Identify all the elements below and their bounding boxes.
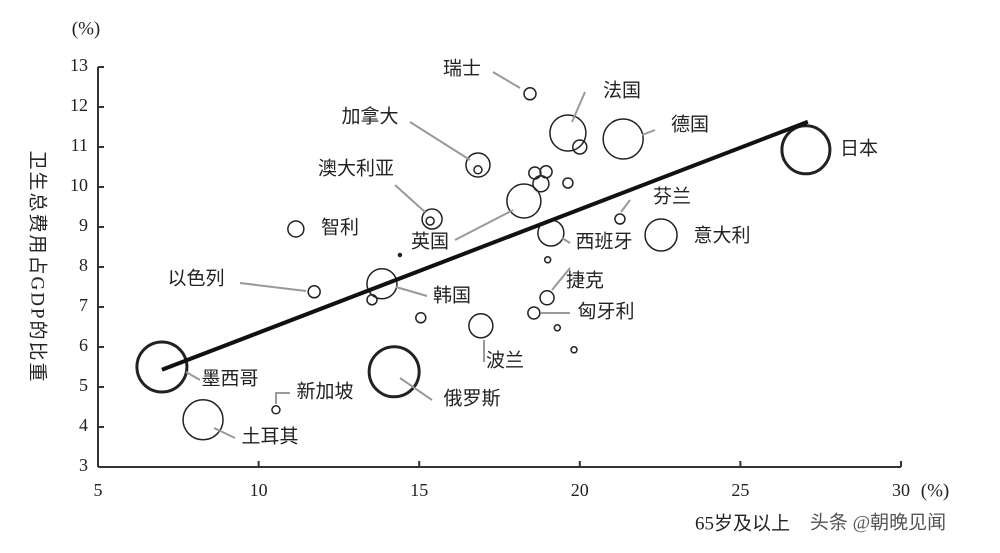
bubble: [473, 165, 483, 175]
bubble: [366, 268, 398, 300]
x-tick-label: 25: [731, 480, 749, 500]
leader-line: [275, 392, 290, 404]
watermark: 头条 @朝晚见闻: [810, 511, 946, 533]
bubble: [562, 177, 574, 189]
y-unit: (%): [72, 18, 100, 39]
x-axis-label: 65岁及以上: [695, 512, 790, 534]
bubble: [425, 216, 435, 226]
point-label: 俄罗斯: [443, 387, 500, 409]
bubble: [614, 213, 626, 225]
leader-line: [409, 121, 471, 161]
leader-line: [185, 371, 201, 381]
y-tick-label: 12: [70, 95, 88, 115]
y-tick-label: 11: [71, 135, 88, 155]
leader-line: [399, 377, 433, 401]
bubble: [553, 324, 562, 332]
bubble: [506, 183, 542, 219]
trend-line: [161, 119, 809, 372]
bubble: [182, 399, 224, 441]
bubble: [572, 139, 588, 155]
y-tick-label: 7: [79, 295, 88, 315]
point-label: 德国: [671, 113, 709, 135]
point-label: 新加坡: [296, 380, 353, 402]
point-label: 匈牙利: [577, 300, 634, 322]
bubble: [602, 118, 644, 160]
x-tick-label: 20: [571, 480, 589, 500]
bubble: [287, 220, 305, 238]
leader-line: [620, 199, 631, 213]
bubble: [135, 340, 189, 394]
point-label: 土耳其: [241, 425, 298, 447]
leader-line: [395, 286, 428, 297]
point-label: 西班牙: [575, 230, 632, 252]
bubble: [532, 175, 550, 193]
bubble: [421, 208, 443, 230]
bubble: [465, 152, 491, 178]
point-label: 捷克: [566, 269, 604, 291]
point-label: 以色列: [167, 267, 224, 289]
point-label: 意大利: [693, 224, 750, 246]
y-tick-label: 10: [70, 175, 88, 195]
bubble: [468, 313, 494, 339]
leader-line: [641, 129, 656, 136]
bubble: [644, 218, 678, 252]
bubble: [570, 346, 578, 354]
leader-line: [239, 282, 307, 292]
y-tick-label: 4: [79, 415, 88, 435]
bubble: [367, 345, 421, 399]
point-label: 英国: [411, 230, 449, 252]
bubble: [415, 312, 427, 324]
y-tick-label: 9: [79, 215, 88, 235]
x-tick-label: 15: [410, 480, 428, 500]
y-tick-label: 6: [79, 335, 88, 355]
bubble: [523, 87, 537, 101]
bubble: [528, 166, 542, 180]
y-axis-label: 卫生总费用占GDP的比重: [27, 150, 49, 383]
bubble: [307, 285, 321, 299]
bubble: [271, 405, 281, 415]
point-label: 墨西哥: [201, 368, 258, 389]
y-tick-label: 5: [79, 375, 88, 395]
bubble: [366, 294, 378, 306]
y-tick-label: 3: [79, 455, 88, 475]
bubble: [780, 124, 832, 176]
leader-line: [454, 209, 514, 241]
point-label: 法国: [603, 79, 641, 101]
bubble: [527, 306, 541, 320]
bubble: [543, 256, 552, 264]
y-tick-label: 8: [79, 255, 88, 275]
leader-line: [571, 91, 586, 123]
leader-line: [492, 71, 521, 89]
leader-line: [213, 427, 236, 439]
point-label: 瑞士: [443, 57, 481, 79]
point-label: 日本: [840, 137, 878, 159]
x-tick-label: 10: [250, 480, 268, 500]
point-label: 芬兰: [653, 185, 691, 207]
point-label: 波兰: [486, 349, 524, 371]
leader-line: [561, 237, 571, 244]
point-label: 加拿大: [341, 104, 398, 127]
x-tick-label: 30: [892, 480, 910, 500]
x-unit: (%): [921, 480, 949, 501]
bubble: [397, 252, 403, 258]
x-tick-label: 5: [94, 480, 103, 500]
bubble: [539, 290, 555, 306]
point-label: 澳大利亚: [318, 157, 394, 179]
point-label: 韩国: [433, 284, 471, 306]
bubble: [549, 114, 587, 152]
leader-line: [551, 267, 571, 291]
leader-line: [394, 184, 426, 213]
point-label: 智利: [321, 216, 359, 238]
y-tick-label: 13: [70, 55, 88, 75]
